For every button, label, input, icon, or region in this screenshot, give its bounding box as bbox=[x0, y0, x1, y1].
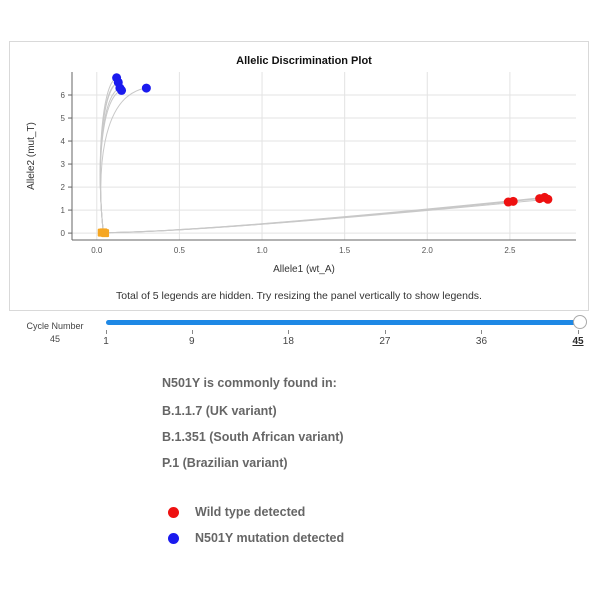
slider-tick-label: 9 bbox=[189, 336, 195, 347]
allelic-discrimination-chart: Allelic Discrimination Plot 0.0 0.5 1.0 1.5 2… bbox=[26, 55, 576, 275]
mutation-dot-icon bbox=[168, 532, 179, 544]
slider-tick-mark bbox=[288, 330, 290, 334]
data-point bbox=[543, 194, 553, 204]
x-tick-label: 0.0 bbox=[91, 246, 103, 255]
slider-tick-label: 45 bbox=[572, 336, 584, 347]
legend-mutation: N501Y mutation detected bbox=[168, 531, 344, 545]
slider-tick-mark bbox=[481, 330, 483, 334]
legend-wild-type: Wild type detected bbox=[168, 505, 305, 519]
y-tick-label: 0 bbox=[61, 229, 66, 238]
y-tick-label: 2 bbox=[61, 183, 66, 192]
variant-uk: B.1.1.7 (UK variant) bbox=[162, 404, 277, 418]
x-tick-label: 2.0 bbox=[422, 246, 434, 255]
hidden-legends-notice: Total of 5 legends are hidden. Try resiz… bbox=[116, 290, 482, 302]
amplification-track bbox=[99, 83, 117, 233]
amplification-track bbox=[99, 87, 121, 233]
cycle-number-value: 45 bbox=[49, 334, 60, 344]
data-point bbox=[141, 83, 151, 93]
y-tick-label: 5 bbox=[61, 114, 66, 123]
x-tick-label: 1.5 bbox=[339, 246, 351, 255]
variant-south-africa: B.1.351 (South African variant) bbox=[162, 430, 344, 444]
wild-type-dot-icon bbox=[168, 506, 179, 518]
y-tick-label: 1 bbox=[61, 206, 66, 215]
amplification-track bbox=[103, 198, 540, 234]
slider-tick-mark bbox=[191, 330, 193, 334]
slider-tick-label: 1 bbox=[103, 336, 109, 347]
ntc-point bbox=[101, 229, 110, 238]
slider-tick-mark bbox=[384, 330, 386, 334]
x-tick-label: 2.5 bbox=[504, 246, 516, 255]
amplification-track bbox=[103, 196, 545, 234]
y-tick-label: 4 bbox=[61, 137, 66, 146]
x-axis-label: Allele1 (wt_A) bbox=[273, 264, 335, 275]
y-tick-label: 3 bbox=[61, 160, 66, 169]
slider-tick-label: 36 bbox=[475, 336, 488, 347]
slider-tick-label: 18 bbox=[282, 336, 294, 347]
x-tick-label: 0.5 bbox=[174, 246, 186, 255]
slider-tick-label: 27 bbox=[379, 336, 391, 347]
legend-mutation-label: N501Y mutation detected bbox=[195, 531, 345, 545]
variant-brazil: P.1 (Brazilian variant) bbox=[162, 456, 288, 470]
amplification-track bbox=[103, 198, 548, 234]
x-tick-label: 1.0 bbox=[256, 246, 268, 255]
info-heading: N501Y is commonly found in: bbox=[162, 376, 337, 390]
chart-title: Allelic Discrimination Plot bbox=[236, 55, 372, 67]
amplification-track bbox=[103, 200, 514, 234]
y-axis-label: Allele2 (mut_T) bbox=[26, 122, 37, 190]
cycle-slider-track[interactable] bbox=[106, 320, 580, 325]
y-tick-label: 6 bbox=[61, 91, 66, 100]
cycle-number-caption: Cycle Number bbox=[26, 321, 84, 331]
data-point bbox=[117, 85, 127, 95]
slider-tick-mark bbox=[578, 330, 579, 334]
data-point bbox=[508, 196, 518, 206]
cycle-number-label: Cycle Number 45 bbox=[24, 320, 86, 346]
slider-tick-mark bbox=[106, 330, 107, 334]
allelic-discrimination-panel: Allelic Discrimination Plot 0.0 0.5 1.0 1.5 2… bbox=[9, 41, 589, 311]
legend-wild-type-label: Wild type detected bbox=[195, 505, 306, 519]
cycle-slider-handle[interactable] bbox=[573, 315, 587, 329]
